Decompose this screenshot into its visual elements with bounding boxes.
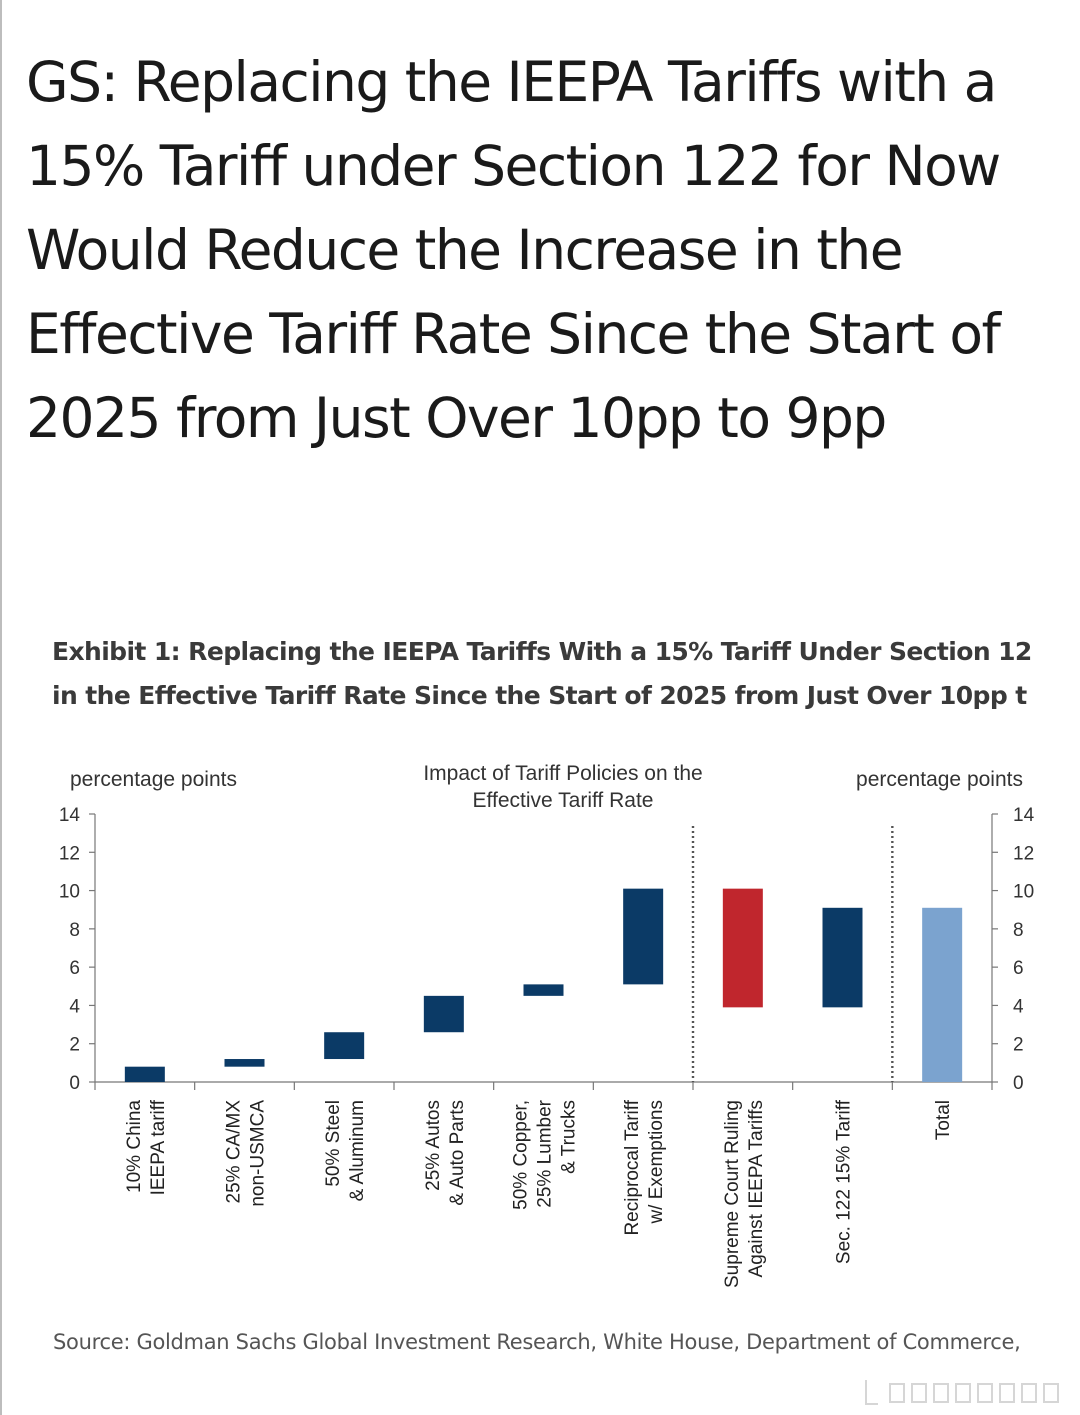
exhibit-title-line-1: Exhibit 1: Replacing the IEEPA Tariffs W…	[52, 637, 1032, 666]
bar-1	[124, 1066, 165, 1082]
y-tick-label-left: 12	[59, 843, 80, 864]
x-category-label: Supreme Court Ruling	[722, 1100, 743, 1288]
x-category-label: & Aluminum	[347, 1100, 368, 1201]
x-category-label: IEEPA tariff	[148, 1099, 169, 1195]
y-tick-label-left: 2	[69, 1035, 80, 1056]
bar-3	[324, 1032, 365, 1060]
headline: GS: Replacing the IEEPA Tariffs with a 1…	[26, 50, 1001, 450]
chart-title-line-1: Impact of Tariff Policies on the	[423, 762, 702, 785]
y-tick-label-left: 8	[69, 920, 80, 941]
y-tick-label-right: 12	[1013, 843, 1034, 864]
y-tick-label-left: 6	[69, 958, 80, 979]
x-category-label: 50% Steel	[323, 1100, 344, 1187]
x-category-label: Reciprocal Tariff	[622, 1099, 643, 1235]
y-tick-label-right: 14	[1013, 805, 1035, 826]
x-category-label: w/ Exemptions	[646, 1100, 667, 1225]
bar-9	[922, 907, 963, 1082]
x-category-label: 10% China	[124, 1100, 145, 1193]
bar-6	[623, 888, 664, 985]
x-category-label: & Auto Parts	[447, 1100, 468, 1206]
y-tick-label-left: 0	[69, 1073, 80, 1094]
y-tick-label-left: 10	[59, 882, 80, 903]
y-tick-label-left: 14	[59, 805, 81, 826]
y-tick-label-right: 8	[1013, 920, 1024, 941]
left-border	[0, 0, 2, 1415]
x-category-label: non-USMCA	[248, 1100, 269, 1207]
exhibit-title: Exhibit 1: Replacing the IEEPA Tariffs W…	[52, 630, 1062, 720]
bar-8	[822, 907, 863, 1008]
bar-5	[523, 984, 564, 996]
x-category-label: 25% Lumber	[535, 1099, 556, 1207]
y-tick-label-right: 2	[1013, 1035, 1024, 1056]
watermark-logo	[865, 1380, 1059, 1405]
chart-title-line-2: Effective Tariff Rate	[473, 789, 654, 812]
y-axis-label-left: percentage points	[70, 768, 237, 791]
exhibit-title-line-2: in the Effective Tariff Rate Since the S…	[52, 681, 1027, 710]
x-category-label: & Trucks	[559, 1100, 580, 1174]
source-note: Source: Goldman Sachs Global Investment …	[53, 1330, 1021, 1354]
y-axis-label-right: percentage points	[856, 768, 1023, 791]
bar-4	[423, 995, 464, 1033]
x-category-label: 25% CA/MX	[224, 1100, 245, 1204]
y-tick-label-right: 10	[1013, 882, 1034, 903]
y-tick-label-right: 0	[1013, 1073, 1024, 1094]
bar-7	[722, 888, 763, 1008]
x-category-label: 50% Copper,	[511, 1100, 532, 1210]
bar-2	[224, 1059, 265, 1067]
x-category-label: Total	[933, 1100, 954, 1140]
y-tick-label-right: 6	[1013, 958, 1024, 979]
x-category-label: Sec. 122 15% Tariff	[834, 1099, 855, 1264]
y-tick-label-right: 4	[1013, 996, 1024, 1017]
y-tick-label-left: 4	[69, 996, 80, 1017]
x-category-label: 25% Autos	[423, 1100, 444, 1191]
waterfall-chart: percentage points percentage points Impact…	[59, 762, 1035, 1288]
x-category-label: Against IEEPA Tariffs	[746, 1100, 767, 1277]
